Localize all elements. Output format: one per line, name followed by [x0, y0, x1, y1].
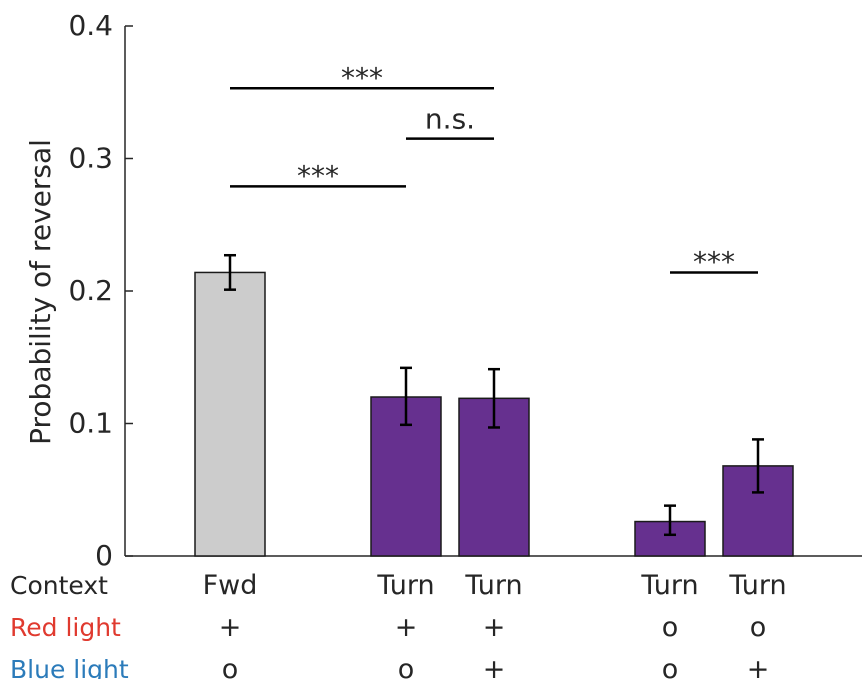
y-tick-label: 0.2	[68, 274, 113, 307]
cell-context: Fwd	[203, 570, 258, 601]
significance-annotations: *** n.s. *** ***	[230, 61, 758, 278]
row-label-red-light: Red light	[10, 613, 121, 642]
cell-red-light: o	[750, 612, 767, 643]
cell-red-light: o	[662, 612, 679, 643]
cell-blue-light: +	[747, 654, 770, 679]
significance-label: n.s.	[425, 103, 475, 136]
significance-label: ***	[693, 245, 735, 278]
cell-blue-light: +	[483, 654, 506, 679]
cell-context: Turn	[728, 570, 786, 601]
y-tick-label: 0.4	[68, 9, 113, 42]
y-axis-label: Probability of reversal	[24, 139, 57, 445]
cell-context: Turn	[640, 570, 698, 601]
cell-context: Turn	[376, 570, 434, 601]
cell-red-light: +	[219, 612, 242, 643]
cell-context: Turn	[464, 570, 522, 601]
row-label-blue-light: Blue light	[10, 655, 129, 679]
bar	[194, 271, 266, 557]
cell-blue-light: o	[398, 654, 415, 679]
bars	[194, 253, 794, 557]
cell-red-light: +	[395, 612, 418, 643]
significance-label: ***	[341, 61, 383, 94]
y-tick-label: 0	[95, 539, 113, 572]
cell-red-light: +	[483, 612, 506, 643]
y-tick-label: 0.1	[68, 407, 113, 440]
cell-blue-light: o	[662, 654, 679, 679]
significance-label: ***	[297, 159, 339, 192]
y-tick-label: 0.3	[68, 142, 113, 175]
cell-blue-light: o	[222, 654, 239, 679]
row-label-context: Context	[10, 571, 108, 600]
